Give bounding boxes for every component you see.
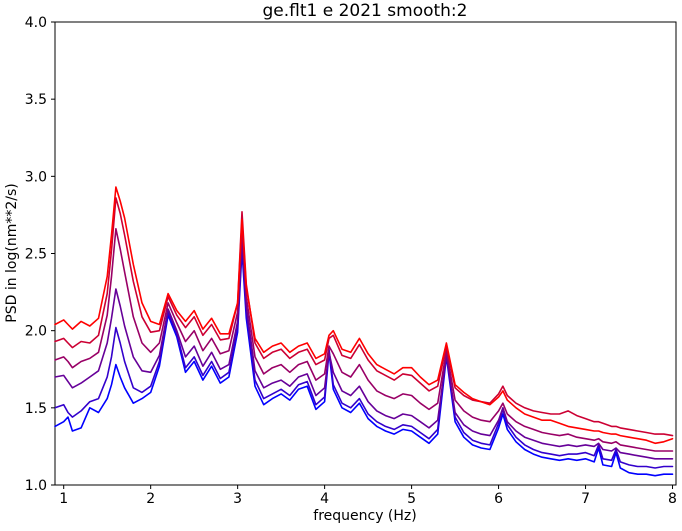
chart-title: ge.flt1 e 2021 smooth:2	[263, 1, 468, 21]
y-tick-label: 1.5	[25, 401, 47, 417]
series-line-3	[54, 228, 674, 452]
y-tick-label: 2.0	[25, 324, 47, 340]
y-axis-ticks: 1.0 1.5 2.0 2.5 3.0 3.5 4.0	[25, 15, 55, 494]
x-tick-label: 6	[494, 491, 503, 507]
y-tick-label: 2.5	[25, 247, 47, 263]
x-axis-label: frequency (Hz)	[313, 508, 416, 524]
x-tick-label: 3	[233, 491, 242, 507]
y-tick-label: 1.0	[25, 478, 47, 494]
series-line-6	[54, 249, 674, 477]
x-tick-label: 1	[59, 491, 68, 507]
x-tick-label: 4	[320, 491, 329, 507]
x-tick-label: 8	[668, 491, 677, 507]
x-axis-ticks: 1 2 3 4 5 6 7 8	[59, 485, 677, 507]
series-line-5	[54, 243, 674, 469]
y-axis-label: PSD in log(nm**2/s)	[4, 183, 20, 322]
series-lines	[54, 186, 674, 477]
x-tick-label: 2	[146, 491, 155, 507]
series-line-4	[54, 237, 674, 460]
x-tick-label: 5	[407, 491, 416, 507]
y-tick-label: 3.5	[25, 92, 47, 108]
series-line-2	[54, 197, 674, 437]
x-tick-label: 7	[581, 491, 590, 507]
y-tick-label: 3.0	[25, 169, 47, 185]
series-line-1	[54, 186, 674, 445]
y-tick-label: 4.0	[25, 15, 47, 31]
